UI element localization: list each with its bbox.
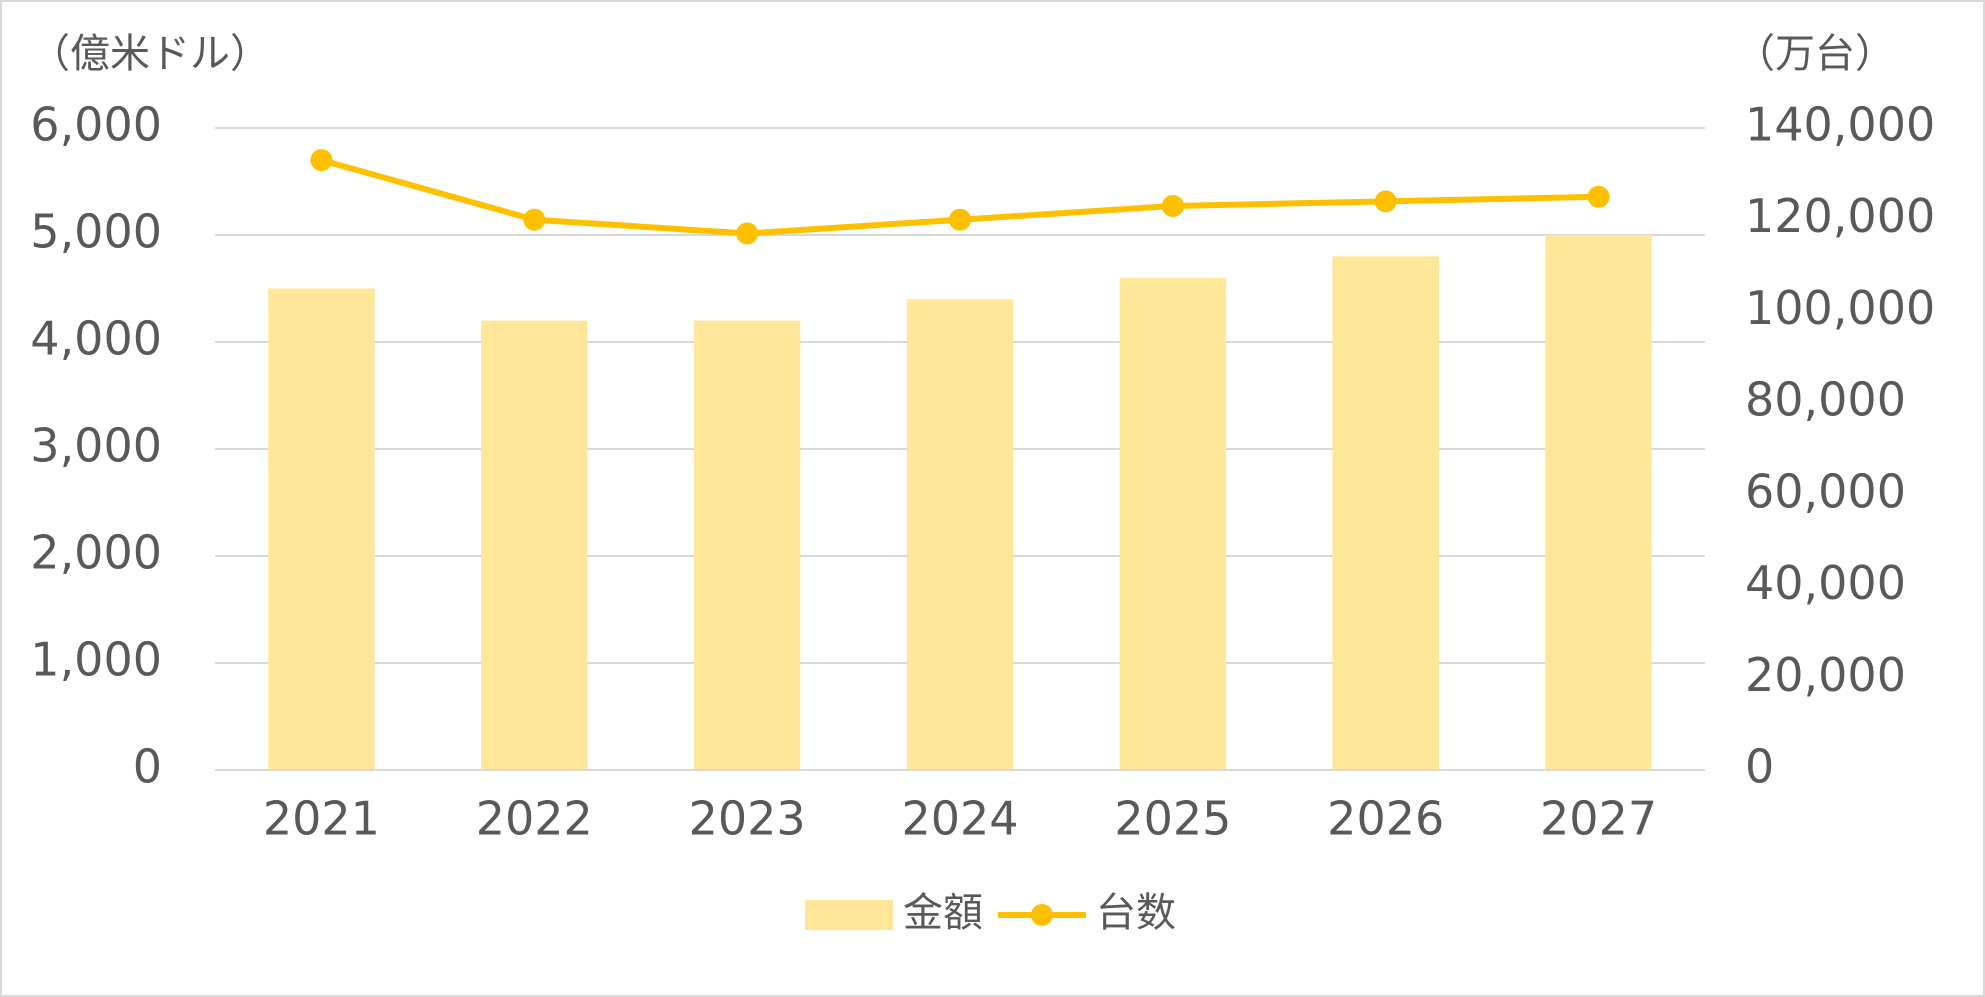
- x-tick-label: 2021: [263, 792, 380, 846]
- y-tick-label: 2,000: [30, 526, 162, 580]
- x-tick-label: 2026: [1327, 792, 1444, 846]
- bar: [268, 288, 375, 770]
- bar: [906, 299, 1014, 770]
- bar: [1332, 256, 1439, 770]
- y2-tick-label: 120,000: [1745, 189, 1935, 243]
- line-marker: [310, 149, 333, 172]
- y2-tick-label: 20,000: [1745, 648, 1906, 702]
- y2-axis-title: （万台）: [1735, 31, 1895, 77]
- y-tick-label: 1,000: [30, 633, 162, 687]
- legend-marker: [1031, 904, 1053, 926]
- line-marker: [523, 208, 546, 231]
- y2-tick-label: 80,000: [1745, 373, 1906, 427]
- y2-tick-label: 60,000: [1745, 464, 1906, 518]
- legend-label: 金額: [903, 890, 983, 936]
- x-tick-label: 2025: [1114, 792, 1231, 846]
- y2-tick-label: 100,000: [1745, 281, 1935, 335]
- x-tick-label: 2027: [1540, 792, 1657, 846]
- y2-tick-label: 40,000: [1745, 556, 1906, 610]
- line-marker: [736, 222, 759, 245]
- x-tick-label: 2022: [476, 792, 593, 846]
- y-tick-label: 5,000: [30, 205, 162, 259]
- bar: [1545, 235, 1652, 770]
- y-tick-label: 0: [133, 740, 162, 794]
- line-marker: [1374, 190, 1397, 213]
- line-marker: [949, 208, 971, 231]
- legend-swatch: [805, 900, 893, 930]
- y-tick-label: 6,000: [30, 98, 162, 152]
- y2-tick-label: 0: [1745, 740, 1774, 794]
- y-axis-title: （億米ドル）: [30, 31, 270, 77]
- bar: [1119, 277, 1227, 770]
- line-marker: [1161, 194, 1184, 217]
- line-marker: [1587, 185, 1610, 208]
- y-tick-label: 4,000: [30, 312, 162, 366]
- x-tick-label: 2024: [901, 792, 1018, 846]
- bar: [693, 320, 801, 770]
- y2-tick-label: 140,000: [1745, 98, 1935, 152]
- y-tick-label: 3,000: [30, 419, 162, 473]
- legend-label: 台数: [1096, 890, 1176, 936]
- bar: [481, 320, 588, 770]
- x-tick-label: 2023: [689, 792, 806, 846]
